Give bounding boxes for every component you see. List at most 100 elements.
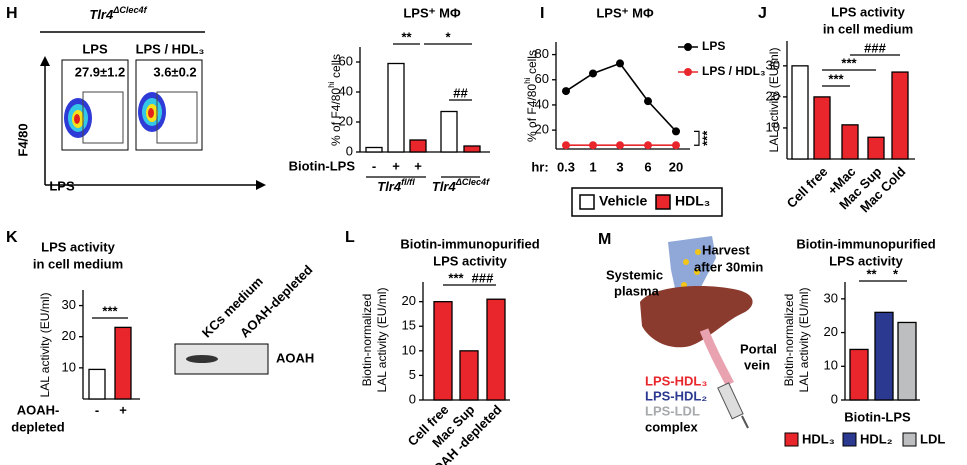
bar <box>791 65 809 160</box>
point <box>589 69 597 78</box>
point <box>672 127 680 136</box>
significance-label: ### <box>864 40 886 55</box>
liver-diagram: Harvest after 30min Systemic plasma Port… <box>606 236 777 434</box>
syringe-plunger <box>741 415 749 429</box>
y-axis-label: LAL activity (EU/ml) <box>767 48 781 153</box>
y-axis-label: % of F4/80hi cells <box>522 50 539 142</box>
legend-swatch <box>784 432 799 447</box>
x-tick-label: 3 <box>616 159 623 174</box>
significance-label: *** <box>699 130 714 146</box>
text-part: % of F4/80 <box>329 88 343 146</box>
y-tick-label: 80 <box>535 46 549 61</box>
arrow-head <box>256 180 266 190</box>
chart-title: LPS activity <box>41 239 115 254</box>
y-axis-label: % of F4/80hi cells <box>326 54 343 146</box>
y-tick-label: 20 <box>824 324 838 339</box>
bar <box>365 146 383 153</box>
diagram-label: plasma <box>614 283 660 298</box>
superscript: ΔClec4f <box>455 177 490 187</box>
x-tick-label: 6 <box>644 159 651 174</box>
y-tick-label: 10 <box>766 119 780 134</box>
x-axis-label: depleted <box>11 419 65 434</box>
significance-label: *** <box>448 270 464 285</box>
diagram-label: Portal <box>740 341 777 356</box>
point <box>616 59 624 68</box>
significance-label: ** <box>866 266 877 281</box>
bar <box>813 96 831 160</box>
column-label: LPS <box>82 41 108 56</box>
gate-value: 3.6±0.2 <box>153 64 196 79</box>
legend-label: LDL <box>920 431 945 446</box>
legend-swatch <box>842 432 857 447</box>
chart-title: in cell medium <box>823 21 913 36</box>
diagram-label: complex <box>645 419 699 434</box>
panel-label: M <box>598 231 611 248</box>
y-tick-label: 20 <box>766 88 780 103</box>
x-tick-label: 1 <box>589 159 596 174</box>
y-tick-label: 20 <box>339 113 353 128</box>
x-axis-label: Biotin-LPS <box>844 409 911 424</box>
series-line <box>565 62 677 132</box>
point <box>616 141 624 150</box>
bar <box>463 145 481 153</box>
y-tick-label: 20 <box>62 328 76 343</box>
significance-label: *** <box>841 55 857 70</box>
chart-title: LPS activity <box>829 253 903 268</box>
text-part: Tlr4 <box>377 179 402 194</box>
x-axis-label: LPS <box>49 178 75 193</box>
text-part: % of F4/80 <box>525 84 539 142</box>
point <box>589 141 597 150</box>
legend-frame <box>571 187 723 217</box>
bar <box>486 298 506 401</box>
chart-title: LPS activity <box>433 253 507 268</box>
y-axis-label: F4/80 <box>15 123 30 156</box>
panel-label: L <box>345 229 355 246</box>
column-label: LPS / HDL₃ <box>136 41 205 56</box>
y-tick-label: 10 <box>824 358 838 373</box>
significance-label: ** <box>401 29 412 44</box>
superscript: hi <box>326 81 336 88</box>
legend-marker <box>684 43 692 51</box>
particle <box>694 269 700 275</box>
group-label: Tlr4ΔClec4f <box>432 177 490 194</box>
significance-label: ## <box>453 85 468 100</box>
panel-label: J <box>758 5 767 22</box>
y-tick-label: 60 <box>339 53 353 68</box>
x-tick-label: 0.3 <box>557 159 575 174</box>
y-tick-label: 10 <box>402 342 416 357</box>
x-tick-label: - <box>372 158 376 173</box>
significance-bracket <box>694 130 700 146</box>
y-tick-label: 30 <box>62 297 76 312</box>
density <box>74 114 80 124</box>
arrow-head <box>40 56 50 66</box>
panel-label: I <box>540 5 544 22</box>
bar <box>114 326 132 400</box>
panel-label: H <box>6 5 18 22</box>
complex-label: LPS-LDL <box>645 403 700 418</box>
x-tick-label: - <box>95 402 99 417</box>
x-tick-label: + <box>414 158 422 173</box>
bar <box>867 136 885 160</box>
legend-label: HDL₃ <box>802 431 835 446</box>
vessel <box>668 236 716 302</box>
legend-label: HDL₃ <box>675 193 710 209</box>
y-tick-label: 30 <box>766 57 780 72</box>
liver <box>640 286 753 348</box>
y-tick-label: 20 <box>535 122 549 137</box>
point <box>562 141 570 150</box>
y-tick-label: 15 <box>402 318 416 333</box>
bar <box>433 301 453 401</box>
particle <box>695 249 701 255</box>
band-label: AOAH <box>276 350 314 365</box>
legend-marker <box>684 68 692 76</box>
point <box>562 87 570 96</box>
blot-band <box>186 355 218 363</box>
portal-vein <box>699 328 734 387</box>
y-tick-label: 40 <box>339 83 353 98</box>
text-part: cells <box>525 50 539 77</box>
bar <box>891 71 909 160</box>
chart-title: Biotin-immunopurified <box>400 236 539 251</box>
diagram-label: after 30min <box>694 259 763 274</box>
gate-value: 27.9±1.2 <box>75 64 126 79</box>
